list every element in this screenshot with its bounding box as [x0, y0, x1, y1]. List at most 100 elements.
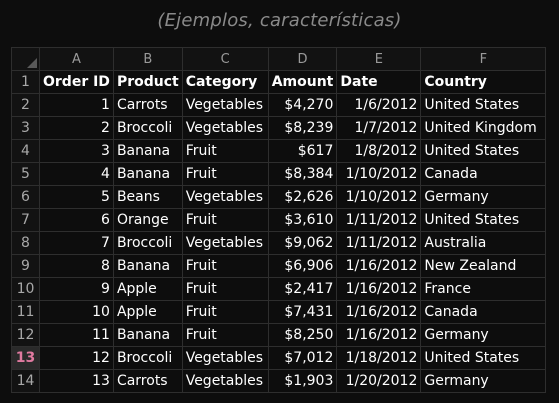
- cell-country[interactable]: New Zealand: [420, 254, 547, 278]
- cell-product[interactable]: Broccoli: [112, 346, 183, 370]
- cell-category[interactable]: Fruit: [181, 139, 269, 163]
- row-header[interactable]: 12: [11, 323, 40, 347]
- cell-country[interactable]: Germany: [420, 185, 547, 209]
- row-header[interactable]: 10: [11, 277, 40, 301]
- cell-order-id[interactable]: 10: [39, 300, 114, 324]
- cell-product[interactable]: Banana: [112, 254, 183, 278]
- cell-date[interactable]: 1/6/2012: [336, 93, 422, 117]
- cell-category[interactable]: Vegetables: [181, 116, 269, 140]
- cell-category[interactable]: Fruit: [181, 162, 269, 186]
- cell-category[interactable]: Fruit: [181, 208, 269, 232]
- cell-date[interactable]: 1/11/2012: [336, 231, 422, 255]
- row-header[interactable]: 2: [11, 93, 40, 117]
- cell-amount[interactable]: $8,250: [267, 323, 338, 347]
- cell-category[interactable]: Vegetables: [181, 185, 269, 209]
- cell-country[interactable]: Germany: [420, 369, 547, 393]
- cell-date[interactable]: 1/16/2012: [336, 254, 422, 278]
- cell-country[interactable]: United States: [420, 208, 547, 232]
- cell-date[interactable]: 1/10/2012: [336, 185, 422, 209]
- cell-date[interactable]: 1/16/2012: [336, 300, 422, 324]
- cell-amount[interactable]: $4,270: [267, 93, 338, 117]
- cell-product[interactable]: Beans: [112, 185, 183, 209]
- cell-date[interactable]: 1/16/2012: [336, 277, 422, 301]
- cell-order-id[interactable]: 8: [39, 254, 114, 278]
- cell-product[interactable]: Banana: [112, 323, 183, 347]
- cell-product[interactable]: Apple: [112, 300, 183, 324]
- row-header[interactable]: 5: [11, 162, 40, 186]
- cell-country[interactable]: France: [420, 277, 547, 301]
- cell-category[interactable]: Fruit: [181, 323, 269, 347]
- cell-category[interactable]: Fruit: [181, 300, 269, 324]
- cell-amount[interactable]: $617: [267, 139, 338, 163]
- cell-country[interactable]: Canada: [420, 162, 547, 186]
- cell-date[interactable]: 1/18/2012: [336, 346, 422, 370]
- row-header[interactable]: 7: [11, 208, 40, 232]
- cell-order-id[interactable]: 1: [39, 93, 114, 117]
- cell-order-id[interactable]: 6: [39, 208, 114, 232]
- cell-amount[interactable]: $6,906: [267, 254, 338, 278]
- cell-order-id[interactable]: 11: [39, 323, 114, 347]
- cell-product[interactable]: Broccoli: [112, 116, 183, 140]
- column-header-e[interactable]: E: [336, 47, 422, 71]
- cell-category[interactable]: Fruit: [181, 277, 269, 301]
- cell-country[interactable]: Australia: [420, 231, 547, 255]
- header-cell-amount[interactable]: Amount: [267, 70, 338, 94]
- header-cell-product[interactable]: Product: [112, 70, 183, 94]
- row-header[interactable]: 4: [11, 139, 40, 163]
- cell-amount[interactable]: $2,626: [267, 185, 338, 209]
- cell-date[interactable]: 1/7/2012: [336, 116, 422, 140]
- cell-date[interactable]: 1/16/2012: [336, 323, 422, 347]
- cell-category[interactable]: Fruit: [181, 254, 269, 278]
- cell-amount[interactable]: $8,384: [267, 162, 338, 186]
- column-header-b[interactable]: B: [112, 47, 183, 71]
- column-header-f[interactable]: F: [420, 47, 547, 71]
- cell-amount[interactable]: $9,062: [267, 231, 338, 255]
- cell-product[interactable]: Banana: [112, 162, 183, 186]
- cell-order-id[interactable]: 2: [39, 116, 114, 140]
- cell-country[interactable]: United States: [420, 93, 547, 117]
- header-cell-order-id[interactable]: Order ID: [39, 70, 114, 94]
- row-header[interactable]: 8: [11, 231, 40, 255]
- cell-product[interactable]: Orange: [112, 208, 183, 232]
- cell-country[interactable]: United States: [420, 346, 547, 370]
- column-header-d[interactable]: D: [267, 47, 338, 71]
- cell-date[interactable]: 1/8/2012: [336, 139, 422, 163]
- cell-date[interactable]: 1/20/2012: [336, 369, 422, 393]
- cell-order-id[interactable]: 9: [39, 277, 114, 301]
- cell-amount[interactable]: $1,903: [267, 369, 338, 393]
- cell-amount[interactable]: $3,610: [267, 208, 338, 232]
- row-header[interactable]: 1: [11, 70, 40, 94]
- cell-amount[interactable]: $8,239: [267, 116, 338, 140]
- cell-order-id[interactable]: 7: [39, 231, 114, 255]
- cell-country[interactable]: Canada: [420, 300, 547, 324]
- cell-order-id[interactable]: 3: [39, 139, 114, 163]
- row-header[interactable]: 11: [11, 300, 40, 324]
- header-cell-date[interactable]: Date: [336, 70, 422, 94]
- select-all-corner[interactable]: [11, 47, 40, 71]
- row-header[interactable]: 14: [11, 369, 40, 393]
- cell-order-id[interactable]: 4: [39, 162, 114, 186]
- cell-product[interactable]: Apple: [112, 277, 183, 301]
- cell-product[interactable]: Carrots: [112, 369, 183, 393]
- cell-product[interactable]: Carrots: [112, 93, 183, 117]
- cell-amount[interactable]: $7,012: [267, 346, 338, 370]
- row-header[interactable]: 9: [11, 254, 40, 278]
- cell-order-id[interactable]: 5: [39, 185, 114, 209]
- column-header-a[interactable]: A: [39, 47, 114, 71]
- row-header[interactable]: 6: [11, 185, 40, 209]
- cell-category[interactable]: Vegetables: [181, 346, 269, 370]
- cell-order-id[interactable]: 13: [39, 369, 114, 393]
- cell-category[interactable]: Vegetables: [181, 231, 269, 255]
- header-cell-category[interactable]: Category: [181, 70, 269, 94]
- cell-product[interactable]: Broccoli: [112, 231, 183, 255]
- cell-order-id[interactable]: 12: [39, 346, 114, 370]
- cell-country[interactable]: Germany: [420, 323, 547, 347]
- row-header-selected[interactable]: 13: [11, 346, 40, 370]
- cell-country[interactable]: United States: [420, 139, 547, 163]
- cell-amount[interactable]: $2,417: [267, 277, 338, 301]
- cell-amount[interactable]: $7,431: [267, 300, 338, 324]
- cell-date[interactable]: 1/11/2012: [336, 208, 422, 232]
- column-header-c[interactable]: C: [181, 47, 269, 71]
- cell-category[interactable]: Vegetables: [181, 93, 269, 117]
- cell-category[interactable]: Vegetables: [181, 369, 269, 393]
